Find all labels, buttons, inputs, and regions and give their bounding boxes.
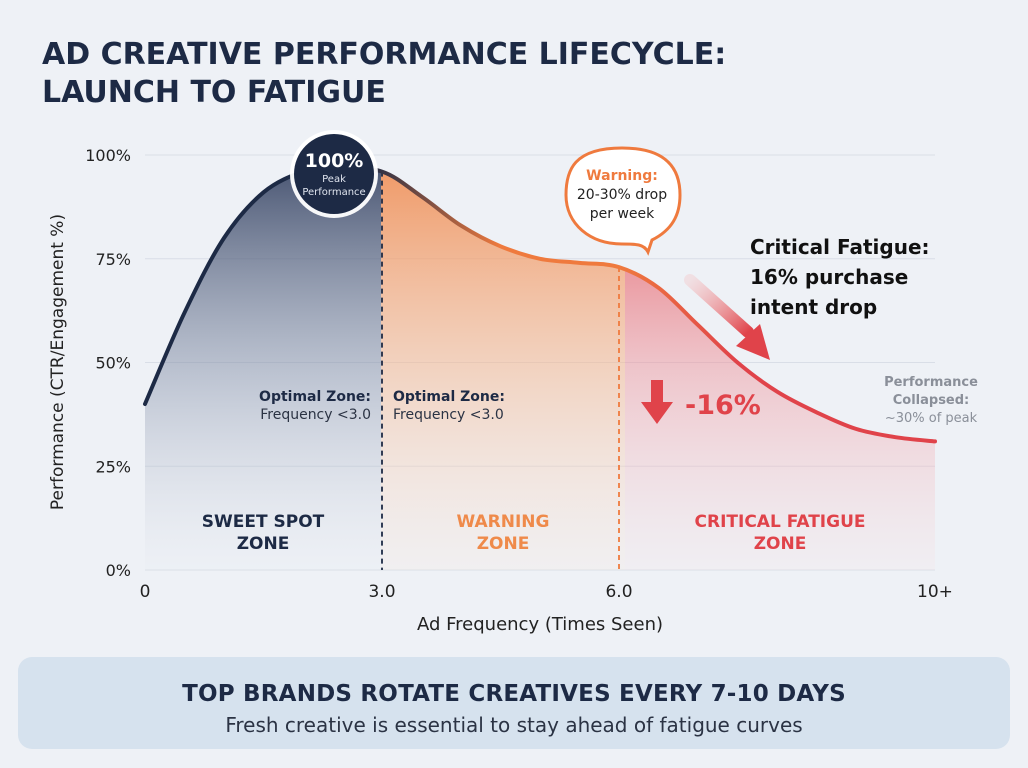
critical-zone-label-2: ZONE <box>754 534 807 554</box>
x-tick-label: 6.0 <box>605 582 632 602</box>
sweet-spot-zone-label-2: ZONE <box>237 534 290 554</box>
y-tick-label: 100% <box>85 146 131 165</box>
critical-zone-label-1: CRITICAL FATIGUE <box>695 512 866 532</box>
critical-line-2: 16% purchase <box>750 265 908 289</box>
area-fills <box>145 167 935 570</box>
footer-title: TOP BRANDS ROTATE CREATIVES EVERY 7-10 D… <box>182 681 846 707</box>
peak-label-2: Performance <box>302 187 365 198</box>
collapsed-line-2: Collapsed: <box>893 393 970 408</box>
critical-arrow <box>684 274 770 360</box>
x-axis-ticks: 0 3.0 6.0 10+ <box>140 582 953 602</box>
optimal-right-text: Frequency <3.0 <box>393 407 504 423</box>
collapsed-line-1: Performance <box>884 375 978 390</box>
y-axis-ticks: 0% 25% 50% 75% 100% <box>85 146 131 580</box>
sweet-spot-zone-label-1: SWEET SPOT <box>202 512 325 532</box>
critical-line-1: Critical Fatigue: <box>750 235 930 259</box>
x-tick-label: 10+ <box>917 582 953 602</box>
optimal-left-title: Optimal Zone: <box>259 389 371 405</box>
peak-badge: 100% Peak Performance <box>290 130 378 218</box>
warning-title: Warning: <box>586 168 658 184</box>
critical-line-3: intent drop <box>750 295 877 319</box>
x-tick-label: 0 <box>140 582 151 602</box>
warning-bubble: Warning: 20-30% drop per week <box>564 146 682 256</box>
chart-title-line-1: AD CREATIVE PERFORMANCE LIFECYCLE: <box>42 37 727 72</box>
optimal-left-text: Frequency <3.0 <box>260 407 371 423</box>
warning-area <box>381 171 625 570</box>
x-axis-label: Ad Frequency (Times Seen) <box>417 614 663 635</box>
warning-zone-label-1: WARNING <box>457 512 550 532</box>
down-arrow-icon <box>641 380 673 424</box>
collapsed-line-3: ~30% of peak <box>885 411 978 426</box>
footer-banner: TOP BRANDS ROTATE CREATIVES EVERY 7-10 D… <box>18 657 1010 749</box>
critical-area <box>625 269 935 570</box>
chart-title-line-2: LAUNCH TO FATIGUE <box>42 75 386 110</box>
optimal-right-title: Optimal Zone: <box>393 389 505 405</box>
footer-subtitle: Fresh creative is essential to stay ahea… <box>225 713 803 737</box>
y-axis-label: Performance (CTR/Engagement %) <box>48 214 68 510</box>
warning-zone-label-2: ZONE <box>477 534 530 554</box>
warning-line-1: 20-30% drop <box>577 187 667 203</box>
chart-title: AD CREATIVE PERFORMANCE LIFECYCLE: LAUNC… <box>42 36 726 112</box>
peak-label-1: Peak <box>322 174 346 185</box>
drop-marker: -16% <box>641 380 761 424</box>
peak-value: 100% <box>305 150 364 172</box>
performance-chart: 0% 25% 50% 75% 100% 0 3.0 6.0 10+ Performance (… <box>48 130 978 635</box>
y-tick-label: 0% <box>106 561 131 580</box>
drop-value: -16% <box>685 390 761 421</box>
y-tick-label: 25% <box>95 457 131 476</box>
y-tick-label: 75% <box>95 250 131 269</box>
y-tick-label: 50% <box>95 354 131 373</box>
sweet-spot-area <box>145 167 381 570</box>
performance-line <box>143 165 937 444</box>
x-tick-label: 3.0 <box>368 582 395 602</box>
warning-line-2: per week <box>590 206 655 222</box>
